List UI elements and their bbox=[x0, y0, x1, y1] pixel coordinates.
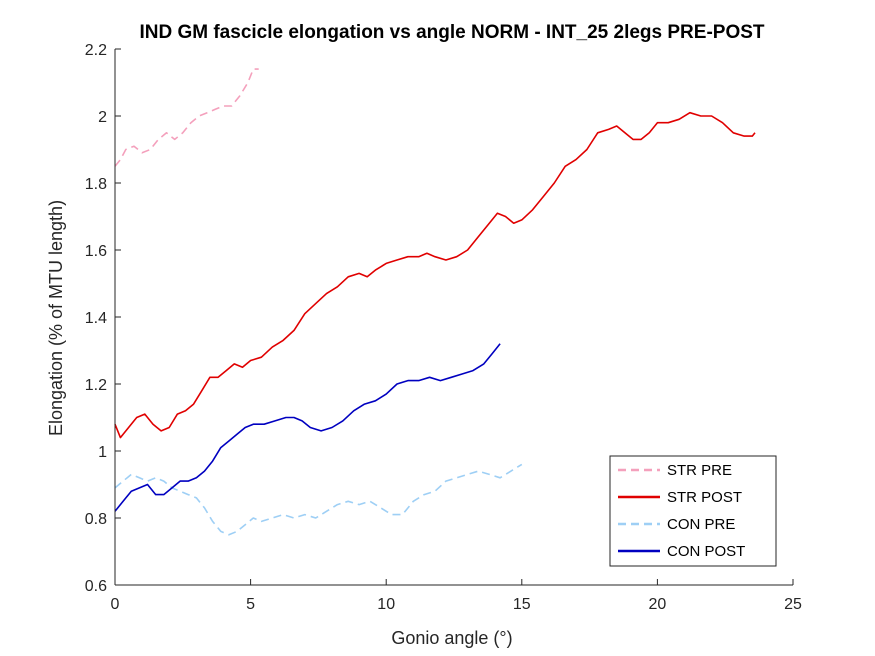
y-tick-label: 1.2 bbox=[85, 377, 107, 394]
x-tick-label: 25 bbox=[784, 596, 802, 613]
y-axis-label: Elongation (% of MTU length) bbox=[46, 200, 66, 436]
x-tick-label: 0 bbox=[111, 596, 120, 613]
y-tick-label: 1 bbox=[98, 444, 107, 461]
y-tick-label: 2 bbox=[98, 109, 107, 126]
x-axis-label: Gonio angle (°) bbox=[391, 628, 512, 648]
y-tick-label: 1.6 bbox=[85, 243, 107, 260]
x-tick-label: 20 bbox=[649, 596, 667, 613]
legend: STR PRE STR POST CON PRE CON POST bbox=[609, 455, 777, 567]
x-tick-label: 5 bbox=[246, 596, 255, 613]
y-tick-label: 0.8 bbox=[85, 511, 107, 528]
legend-entry-label: CON PRE bbox=[667, 516, 735, 533]
series-line-str-pre bbox=[114, 68, 259, 167]
legend-entry-label: STR POST bbox=[667, 489, 742, 506]
legend-entry-label: STR PRE bbox=[667, 462, 732, 479]
legend-box bbox=[609, 455, 777, 567]
chart-title: IND GM fascicle elongation vs angle NORM… bbox=[139, 22, 764, 43]
y-tick-label: 1.8 bbox=[85, 176, 107, 193]
y-tick-label: 0.6 bbox=[85, 578, 107, 595]
series-line-con-post bbox=[114, 343, 501, 512]
series-line-str-post bbox=[114, 111, 756, 439]
x-tick-label: 15 bbox=[513, 596, 531, 613]
y-tick-label: 1.4 bbox=[85, 310, 107, 327]
series-layer bbox=[114, 68, 756, 536]
x-tick-label: 10 bbox=[377, 596, 395, 613]
legend-entry-label: CON POST bbox=[667, 543, 745, 560]
axes-layer: 0 5 10 15 20 25 0.6 0.8 1 1.2 1.4 1.6 1.8 2 2.2 bbox=[85, 42, 802, 613]
y-tick-label: 2.2 bbox=[85, 42, 107, 59]
